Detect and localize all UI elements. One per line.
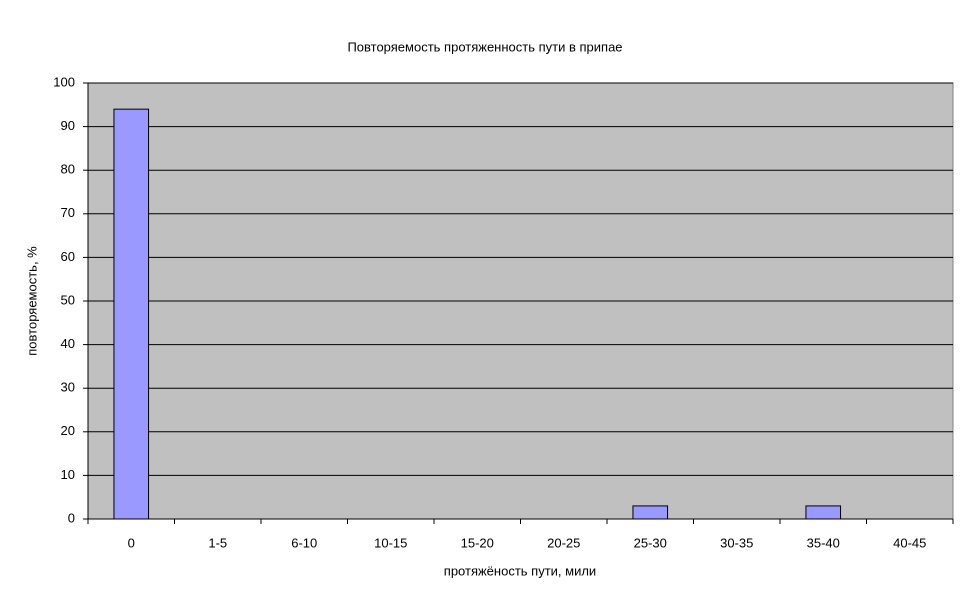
x-axis-label: протяжёность пути, мили xyxy=(444,563,596,578)
x-tick-label: 20-25 xyxy=(547,535,580,550)
x-tick-label: 15-20 xyxy=(461,535,494,550)
x-tick-label: 10-15 xyxy=(374,535,407,550)
x-tick-label: 40-45 xyxy=(893,535,926,550)
y-tick-label: 20 xyxy=(61,423,75,438)
chart-title: Повторяемость протяженность пути в припа… xyxy=(347,39,622,54)
y-tick-label: 80 xyxy=(61,162,75,177)
y-tick-label: 70 xyxy=(61,205,75,220)
y-tick-label: 100 xyxy=(53,74,75,89)
x-tick-label: 35-40 xyxy=(807,535,840,550)
y-tick-label: 10 xyxy=(61,467,75,482)
y-tick-label: 90 xyxy=(61,118,75,133)
y-tick-label: 40 xyxy=(61,336,75,351)
x-tick-label: 25-30 xyxy=(634,535,667,550)
x-tick-label: 6-10 xyxy=(291,535,317,550)
y-tick-label: 60 xyxy=(61,249,75,264)
y-tick-label: 50 xyxy=(61,292,75,307)
y-tick-label: 30 xyxy=(61,380,75,395)
x-tick-label: 0 xyxy=(128,535,135,550)
x-tick-label: 30-35 xyxy=(720,535,753,550)
bar xyxy=(805,505,842,520)
bar xyxy=(113,108,150,520)
x-tick-label: 1-5 xyxy=(208,535,227,550)
bar xyxy=(632,505,669,520)
y-tick-label: 0 xyxy=(68,510,75,525)
y-axis-label: повторяемость, % xyxy=(24,246,39,356)
